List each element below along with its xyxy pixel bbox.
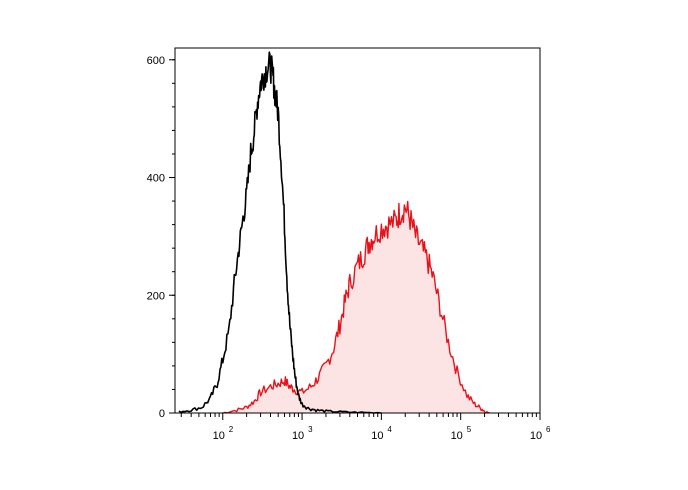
axis-layer: 0 200 400 600 10 2 10 3 10 4 10 5 10 6 bbox=[147, 55, 551, 442]
y-tick-label: 0 bbox=[159, 408, 165, 420]
series-layer bbox=[178, 51, 490, 414]
x-tick-exponent: 4 bbox=[387, 425, 392, 434]
x-tick-exponent: 6 bbox=[546, 425, 551, 434]
x-tick-label: 10 bbox=[292, 430, 304, 442]
y-tick-label: 400 bbox=[147, 173, 165, 185]
x-tick-label: 10 bbox=[451, 430, 463, 442]
x-tick-exponent: 5 bbox=[467, 425, 472, 434]
x-tick-exponent: 2 bbox=[229, 425, 234, 434]
x-tick-label: 10 bbox=[530, 430, 542, 442]
series-1-area bbox=[222, 201, 490, 413]
y-tick-label: 200 bbox=[147, 290, 165, 302]
x-tick-exponent: 3 bbox=[308, 425, 313, 434]
y-tick-label: 600 bbox=[147, 55, 165, 67]
series-0-line bbox=[178, 51, 382, 414]
series-1-line bbox=[222, 200, 490, 414]
x-tick-label: 10 bbox=[371, 430, 383, 442]
x-tick-label: 10 bbox=[213, 430, 225, 442]
